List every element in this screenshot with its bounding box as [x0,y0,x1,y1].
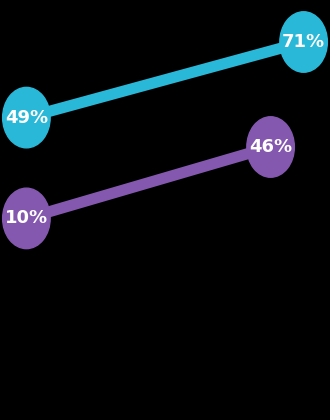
Text: 46%: 46% [249,138,292,156]
Circle shape [3,188,50,249]
Text: 49%: 49% [5,109,48,126]
Circle shape [280,12,327,72]
Text: 71%: 71% [282,33,325,51]
Circle shape [247,117,294,177]
Text: 10%: 10% [5,210,48,227]
Circle shape [3,87,50,148]
